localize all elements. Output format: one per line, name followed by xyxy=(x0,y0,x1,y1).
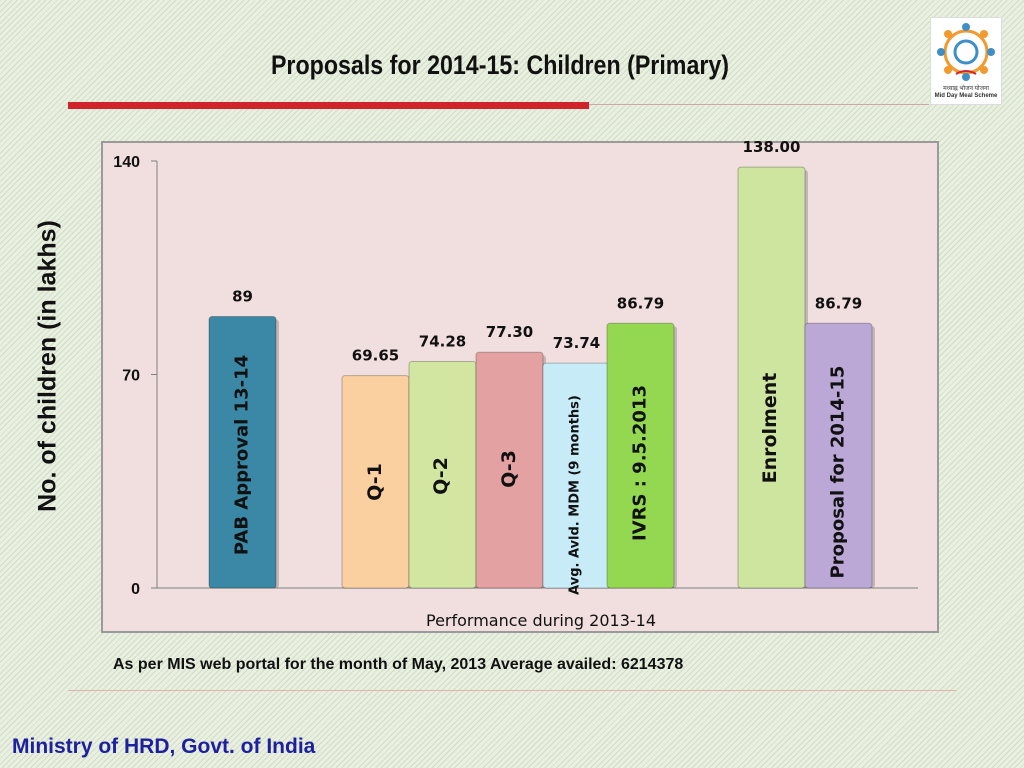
source-note: As per MIS web portal for the month of M… xyxy=(113,656,684,673)
bar-category-label: Proposal for 2014-15 xyxy=(828,366,849,579)
slide-title: Proposals for 2014-15: Children (Primary… xyxy=(270,50,730,80)
bar-value-label: 69.65 xyxy=(352,347,399,365)
bar-value-label: 86.79 xyxy=(815,294,862,312)
y-tick-label: 140 xyxy=(113,154,140,171)
bar-value-label: 138.00 xyxy=(743,138,801,156)
bar xyxy=(804,322,873,589)
title-underline-red xyxy=(68,102,589,109)
y-tick-label: 70 xyxy=(122,368,140,385)
y-tick-label: 0 xyxy=(131,581,140,598)
footer-ministry: Ministry of HRD, Govt. of India xyxy=(12,735,316,758)
logo-caption: Mid Day Meal Scheme xyxy=(934,93,998,99)
x-axis-title: Performance during 2013-14 xyxy=(426,611,656,630)
bar-category-label: IVRS : 9.5.2013 xyxy=(630,385,651,541)
logo-hindi-text: मध्याह्न भोजन योजना xyxy=(943,86,989,92)
y-axis-label: No. of children (in lakhs) xyxy=(33,220,62,512)
bar-value-label: 89 xyxy=(232,288,253,306)
title-underline-thin xyxy=(589,104,929,105)
bar-category-label: Q-1 xyxy=(364,463,386,501)
mid-day-meal-logo: मध्याह्न भोजन योजना Mid Day Meal Scheme xyxy=(930,17,1002,105)
bar-category-label: Enrolment xyxy=(759,373,781,484)
bar-value-label: 86.79 xyxy=(617,294,664,312)
footer-divider xyxy=(68,690,956,691)
bar-category-label: Avg. Avld. MDM (9 months) xyxy=(568,395,583,595)
logo-emblem-icon xyxy=(937,23,995,81)
bar-category-label: Q-3 xyxy=(498,450,520,488)
bar-category-label: Q-2 xyxy=(430,457,452,495)
bar xyxy=(208,316,277,589)
bar-category-label: PAB Approval 13-14 xyxy=(232,355,253,555)
bar xyxy=(606,322,675,589)
bar-value-label: 73.74 xyxy=(553,334,600,352)
bar-value-label: 74.28 xyxy=(419,332,466,350)
bar-value-label: 77.30 xyxy=(486,323,533,341)
